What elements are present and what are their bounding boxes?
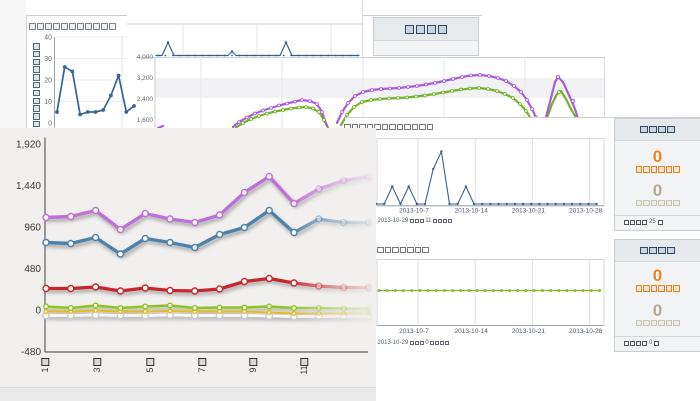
svg-text:2013-10-14: 2013-10-14 — [455, 208, 489, 215]
svg-text:960: 960 — [24, 222, 41, 233]
svg-text:2013-10-21: 2013-10-21 — [512, 328, 546, 335]
svg-text:11: 11 — [299, 365, 309, 374]
svg-text:4,000: 4,000 — [137, 54, 154, 61]
svg-text:2013-10-7: 2013-10-7 — [399, 328, 429, 335]
svg-text:1,920: 1,920 — [16, 139, 41, 150]
svg-text:20: 20 — [44, 78, 52, 85]
svg-text:10: 10 — [44, 99, 52, 106]
svg-text:7: 7 — [197, 367, 207, 372]
svg-text:2013-10-21: 2013-10-21 — [512, 208, 546, 215]
svg-text:-480: -480 — [21, 347, 41, 358]
svg-text:0: 0 — [35, 305, 41, 316]
svg-text:3: 3 — [92, 367, 102, 372]
svg-text:1: 1 — [40, 367, 50, 372]
svg-text:2013-10-7: 2013-10-7 — [399, 208, 429, 215]
svg-text:1,440: 1,440 — [16, 181, 41, 192]
svg-text:2,400: 2,400 — [137, 96, 154, 103]
svg-text:480: 480 — [24, 264, 41, 275]
svg-text:1,600: 1,600 — [137, 117, 154, 124]
svg-text:2013-10-28: 2013-10-28 — [569, 208, 603, 215]
svg-text:3,200: 3,200 — [137, 75, 154, 82]
svg-text:9: 9 — [248, 367, 258, 372]
svg-text:0: 0 — [48, 121, 52, 128]
svg-text:30: 30 — [44, 56, 52, 63]
svg-text:40: 40 — [44, 35, 52, 42]
svg-text:5: 5 — [145, 367, 155, 372]
svg-text:2013-10-28: 2013-10-28 — [569, 328, 603, 335]
svg-text:2013-10-14: 2013-10-14 — [455, 328, 489, 335]
